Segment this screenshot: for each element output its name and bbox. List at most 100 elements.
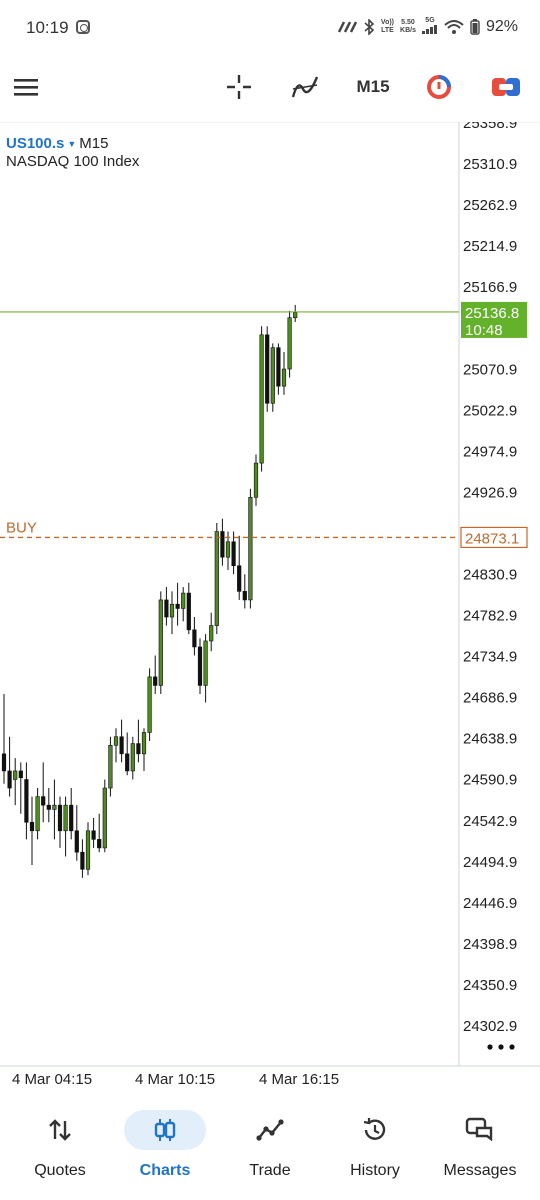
status-bar: 10:19 Vo)) LTE 5.50 KB/s 5G 92%: [0, 0, 540, 60]
candle-bear: [7, 770, 12, 789]
price-tick-label: 25214.9: [463, 238, 517, 255]
symbol-caret-icon[interactable]: ▼: [67, 138, 77, 149]
more-dots-icon[interactable]: [487, 1044, 493, 1050]
time-axis-label: 4 Mar 10:15: [135, 1071, 215, 1088]
price-chart[interactable]: 25358.9 25310.9 25262.9 25214.9 25166.9 25070…: [0, 122, 540, 1097]
chart-toolbar: M15: [0, 60, 540, 114]
timeframe-button[interactable]: M15: [350, 70, 396, 104]
price-tick-label: 24782.9: [463, 608, 517, 625]
candle-bear: [18, 770, 23, 779]
symbol-header[interactable]: US100.s ▼ M15: [6, 135, 108, 152]
messages-bubbles-icon: [439, 1110, 521, 1150]
price-tick-label: 24350.9: [463, 977, 517, 994]
trade-panel-icon[interactable]: [488, 70, 524, 104]
battery-percent: 92%: [485, 18, 518, 35]
nav-history[interactable]: History: [325, 1110, 425, 1190]
candle-bull: [169, 603, 175, 618]
candlestick-chart[interactable]: 25358.9 25310.9 25262.9 25214.9 25166.9 25070…: [0, 122, 540, 1097]
nav-trade[interactable]: Trade: [220, 1110, 320, 1190]
more-dots-icon[interactable]: [509, 1044, 515, 1050]
buy-price-value: 24873.1: [465, 530, 519, 547]
candle-bull: [259, 334, 264, 464]
candle-bull: [203, 640, 208, 686]
bottom-navigation: Quotes Charts Trade History Messages: [0, 1100, 540, 1200]
nav-label-history: History: [350, 1162, 400, 1179]
candle-bull: [293, 312, 298, 319]
volte-top: Vo)): [380, 19, 395, 26]
candle-bull: [113, 736, 119, 746]
price-tick-label: 24734.9: [463, 649, 517, 666]
crosshair-icon[interactable]: [222, 70, 256, 104]
price-tick-label: 24974.9: [463, 443, 517, 460]
history-clock-icon: [334, 1110, 416, 1150]
signal-indicator: 5G: [421, 17, 438, 37]
bluetooth-icon: [364, 19, 375, 35]
candle-bull: [281, 368, 287, 387]
price-tick-label: 24926.9: [463, 484, 517, 501]
candle-bear: [242, 591, 247, 601]
candle-bear: [29, 821, 35, 832]
net-speed: 5.50 KB/s: [400, 19, 416, 35]
candle-bear: [197, 646, 203, 686]
instagram-notification-icon: [76, 20, 90, 34]
net-speed-value: 5.50: [401, 19, 415, 26]
candle-bull: [209, 625, 214, 642]
current-price-value: 25136.8: [465, 305, 519, 322]
candle-bull: [225, 541, 231, 558]
candle-bear: [276, 347, 281, 387]
candle-bull: [141, 732, 147, 755]
candle-bull: [158, 599, 163, 686]
signal-bars-icon: [421, 25, 437, 34]
candle-bull: [102, 787, 107, 849]
more-dots-icon[interactable]: [498, 1044, 504, 1050]
status-indicators: Vo)) LTE 5.50 KB/s 5G 92%: [337, 17, 518, 37]
candle-bear: [231, 541, 236, 567]
candle-bull: [248, 497, 253, 601]
candle-bear: [69, 804, 74, 832]
nav-messages[interactable]: Messages: [430, 1110, 530, 1190]
buy-order-label: BUY: [6, 519, 37, 536]
indicator-curve-icon[interactable]: [288, 70, 322, 104]
candle-bear: [41, 796, 46, 806]
candle-bear: [80, 851, 85, 870]
candle-bull: [85, 830, 91, 870]
candle-bear: [153, 676, 158, 686]
volte-bottom: LTE: [381, 27, 394, 34]
candle-bear: [91, 830, 96, 840]
trade-line-icon: [229, 1110, 311, 1150]
timeframe-label: M15: [356, 77, 390, 96]
candle-bear: [24, 779, 29, 823]
price-tick-label: 24446.9: [463, 895, 517, 912]
data-arrows-icon: [337, 21, 357, 33]
price-tick-label: 25358.9: [463, 122, 517, 132]
symbol-name[interactable]: US100.s: [6, 135, 65, 152]
candle-bear: [119, 736, 124, 755]
network-gen: 5G: [425, 17, 435, 24]
price-tick-label: 24830.9: [463, 567, 517, 584]
nav-quotes[interactable]: Quotes: [10, 1110, 110, 1190]
nav-label-quotes: Quotes: [34, 1162, 86, 1179]
candle-bear: [175, 603, 180, 609]
candle-bull: [108, 744, 113, 789]
price-tick-label: 25310.9: [463, 156, 517, 173]
candle-bull: [130, 743, 135, 772]
candle-bull: [147, 676, 152, 733]
candle-bull: [63, 804, 68, 832]
hamburger-icon[interactable]: [10, 70, 42, 104]
quotes-arrows-icon: [19, 1110, 101, 1150]
price-tick-label: 24542.9: [463, 813, 517, 830]
candle-bull: [52, 804, 57, 810]
candle-bull: [287, 317, 292, 370]
candle-bear: [46, 804, 51, 810]
price-tick-label: 25262.9: [463, 197, 517, 214]
candle-bear: [237, 565, 242, 592]
symbol-description: NASDAQ 100 Index: [6, 153, 140, 170]
nav-charts[interactable]: Charts: [115, 1110, 215, 1190]
candle-bear: [192, 629, 197, 648]
candle-bull: [181, 592, 186, 609]
bar-countdown: 10:48: [465, 322, 503, 339]
price-tick-label: 25022.9: [463, 402, 517, 419]
one-click-trading-icon[interactable]: [422, 70, 456, 104]
candle-bull: [13, 770, 18, 780]
price-tick-label: 24638.9: [463, 731, 517, 748]
